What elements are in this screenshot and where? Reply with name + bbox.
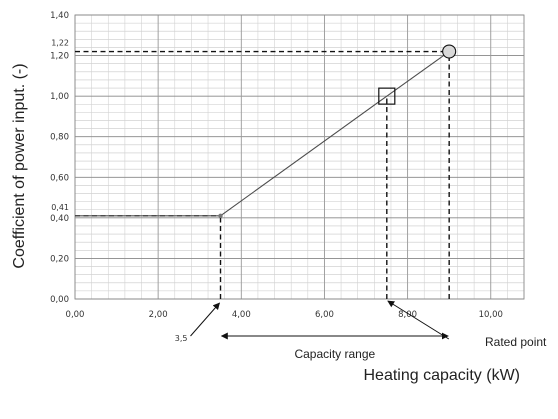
y-tick-label: 0,00	[50, 295, 69, 305]
capacity-range-label: Capacity range	[294, 347, 375, 361]
y-axis-label: Coefficient of power input. (-)	[11, 63, 28, 268]
x-tick-label: 6,00	[315, 310, 334, 320]
series-line	[75, 51, 450, 217]
y-tick-label: 0,40	[50, 214, 69, 224]
plot-frame	[74, 14, 525, 300]
y-tick-label: 1,00	[50, 92, 69, 102]
x-axis-label: Heating capacity (kW)	[364, 367, 521, 384]
x-value-arrow	[190, 302, 220, 337]
y-value-annotation: 1,22	[51, 39, 69, 48]
y-tick-label: 0,80	[50, 133, 69, 143]
y-tick-label: 0,60	[50, 173, 69, 183]
max-point-circle-marker	[442, 44, 457, 59]
annotations: 0,41 1,22 3,5 Capacity range Rated point	[51, 39, 547, 361]
y-value-annotation: 0,41	[51, 203, 69, 212]
y-tick-label: 0,20	[50, 254, 69, 264]
y-tick-label: 1,40	[50, 11, 69, 21]
x-tick-label: 10,00	[479, 310, 503, 320]
x-tick-label: 2,00	[149, 310, 168, 320]
rated-point-square-marker	[378, 87, 396, 105]
x-tick-label: 0,00	[66, 310, 85, 320]
x-tick-label: 4,00	[232, 310, 251, 320]
tick-labels: 0,00 0,20 0,40 0,60 0,80 1,00 1,20 1,40 0,00 2,00…	[50, 11, 503, 320]
x-value-annotation: 3,5	[175, 334, 188, 343]
grid	[74, 14, 525, 300]
rated-point-arrow	[387, 300, 450, 340]
markers	[218, 44, 457, 219]
y-tick-label: 1,20	[50, 52, 69, 62]
min-point-marker	[218, 213, 223, 219]
series	[75, 51, 450, 217]
rated-point-label: Rated point	[485, 335, 547, 349]
x-tick-label: 8,00	[398, 310, 417, 320]
